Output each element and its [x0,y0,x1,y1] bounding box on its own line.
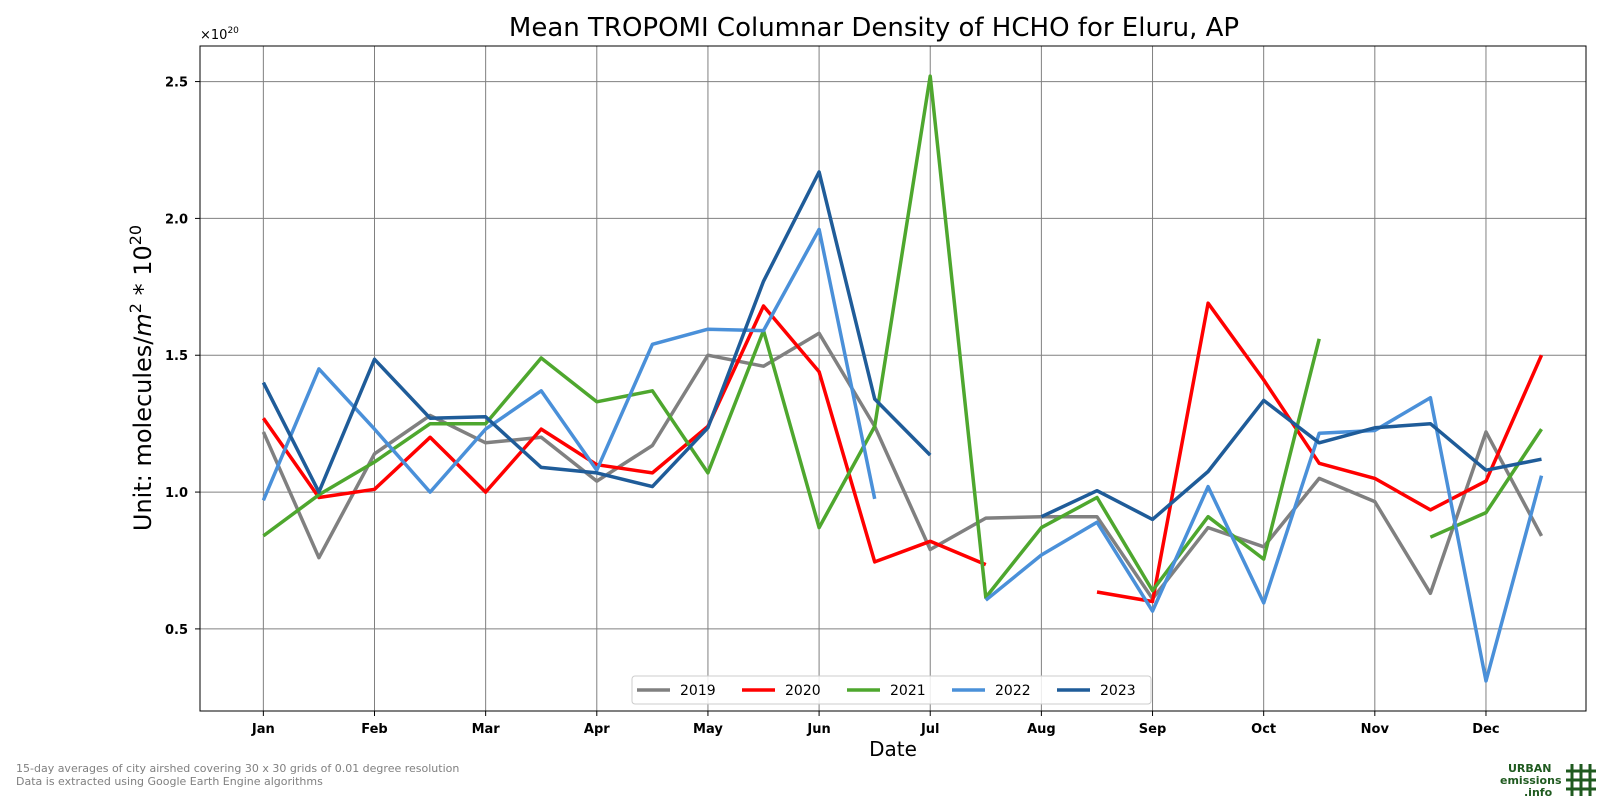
x-axis-label: Date [869,737,917,761]
x-tick-label: Dec [1472,722,1499,737]
y-tick-label: 2.0 [165,212,188,227]
x-axis-ticks: Jan Feb Mar Apr May Jun Jul Aug Sep Oct Nov Dec [251,711,1500,737]
x-tick-label: Jan [251,722,275,737]
series-line-2023 [261,170,1542,522]
grid-lines [200,46,1586,711]
x-tick-label: Oct [1251,722,1276,737]
plot-frame [199,45,1587,712]
footnote-line-2: Data is extracted using Google Earth Eng… [16,775,323,788]
x-tick-label: Jul [920,722,940,737]
x-tick-label: Feb [361,722,387,737]
x-tick-label: May [693,722,723,737]
x-tick-label: Apr [584,722,610,737]
footnote-line-1: 15-day averages of city airshed covering… [16,762,460,775]
legend-label-2020: 2020 [785,683,821,699]
offset-text: ×1020 [200,26,239,43]
y-axis-label: Unit: molecules/m2 * 1020 [126,225,157,531]
y-tick-label: 0.5 [165,623,188,638]
x-tick-label: Aug [1027,722,1056,737]
legend-label-2021: 2021 [890,683,926,699]
logo-line-2: emissions [1500,774,1562,787]
x-tick-label: Mar [472,722,501,737]
x-tick-label: Nov [1361,722,1390,737]
y-tick-label: 1.0 [165,486,188,501]
urban-emissions-logo: URBAN emissions .info [1500,762,1596,799]
series-lines [261,74,1544,683]
legend-label-2019: 2019 [680,683,716,699]
grid-logo-icon [1566,764,1596,796]
series-line-2021 [262,74,1543,600]
logo-line-1: URBAN [1508,762,1552,775]
x-tick-label: Jun [806,722,830,737]
legend: 2019 2020 2021 2022 2023 [631,675,1152,705]
series-line-2022 [261,227,1544,683]
y-tick-label: 1.5 [165,349,188,364]
x-tick-label: Sep [1139,722,1167,737]
y-tick-label: 2.5 [165,76,188,91]
legend-label-2022: 2022 [995,683,1031,699]
y-axis-ticks: 0.5 1.0 1.5 2.0 2.5 [165,76,200,638]
logo-line-3: .info [1524,786,1553,799]
legend-frame [631,675,1152,705]
legend-label-2023: 2023 [1100,683,1136,699]
chart-title: Mean TROPOMI Columnar Density of HCHO fo… [509,13,1239,43]
series-line-2020 [261,301,1544,604]
